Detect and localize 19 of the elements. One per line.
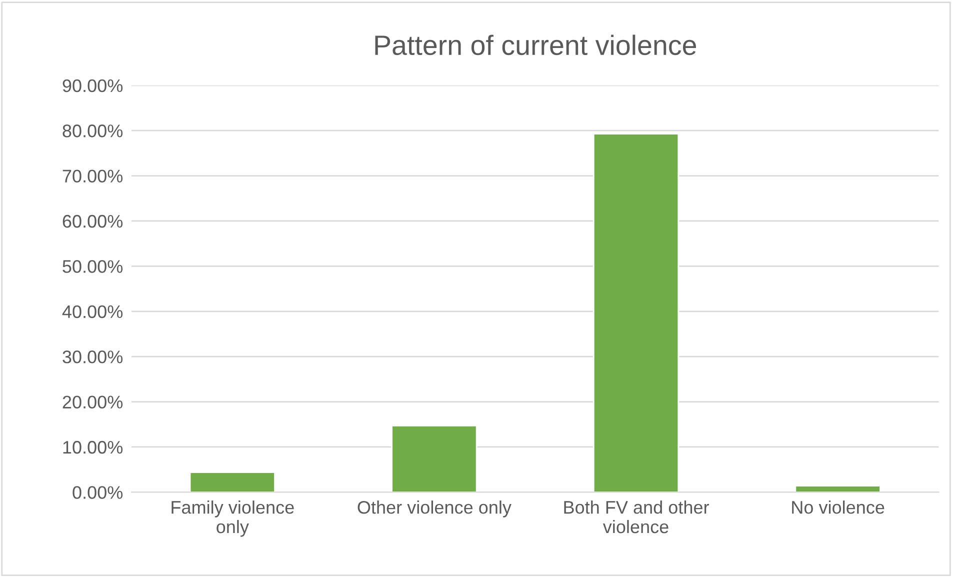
y-tick-label: 0.00% [72,486,123,499]
y-tick-label: 20.00% [62,396,123,409]
bar [189,472,276,492]
y-tick-label: 30.00% [62,350,123,364]
x-tick-label: Other violence only [358,500,512,518]
y-tick-label: 80.00% [62,124,123,138]
x-tick-label: Family violence only [172,500,294,537]
y-tick-label: 90.00% [62,79,123,92]
x-tick-label: Both FV and other violence [564,500,709,534]
y-tick-label: 60.00% [62,214,123,228]
y-tick-label: 70.00% [62,170,123,183]
chart-title: Pattern of current violence [375,34,696,56]
y-tick-label: 10.00% [63,440,123,454]
bar [391,425,478,492]
y-tick-label: 50.00% [62,260,123,273]
bar [592,133,680,492]
bar [794,485,881,492]
x-tick-label: No violence [792,500,884,514]
y-tick-label: 40.00% [62,305,123,318]
